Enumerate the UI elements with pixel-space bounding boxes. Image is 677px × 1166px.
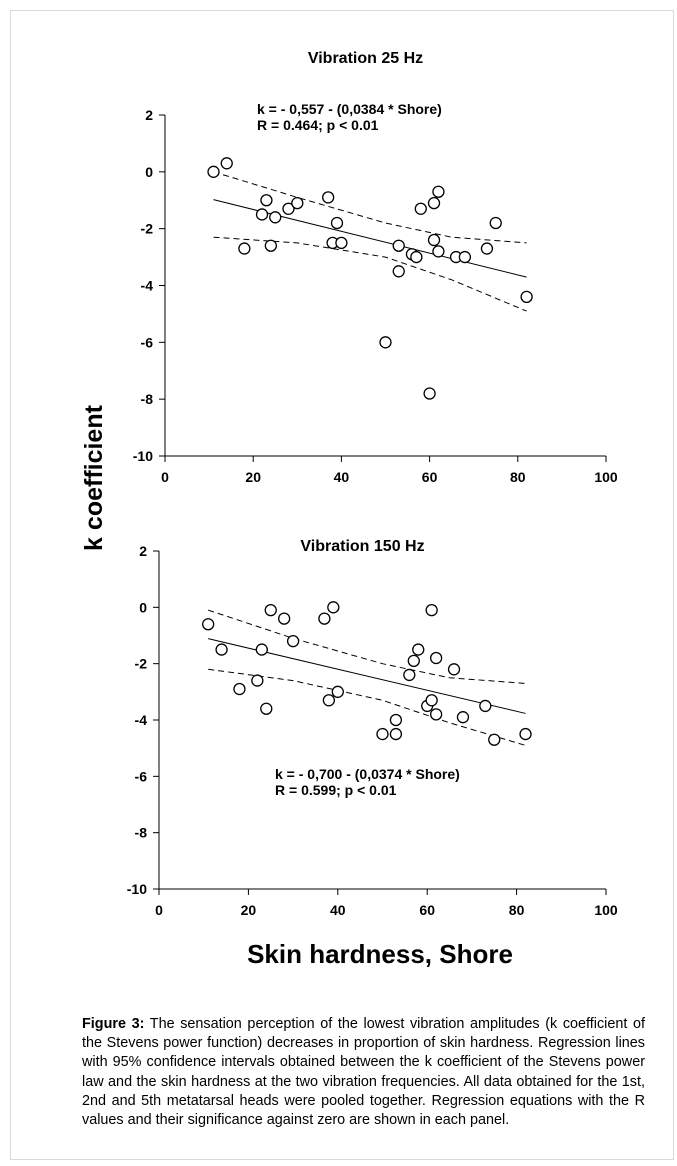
data-point [318, 612, 331, 625]
data-point [322, 694, 336, 707]
y-tick-label: -2 [141, 221, 154, 237]
figure-chart: k coefficient Skin hardness, Shore Vibra… [80, 50, 618, 969]
x-tick-label: 80 [510, 469, 526, 485]
data-point [427, 196, 441, 210]
data-point [432, 245, 445, 258]
data-point [412, 643, 425, 656]
y-tick-label: -8 [141, 391, 154, 407]
data-point [379, 336, 392, 349]
data-point [264, 604, 277, 617]
x-tick-label: 60 [419, 902, 435, 918]
shared-x-axis-label: Skin hardness, Shore [247, 939, 513, 969]
y-tick-label: 2 [145, 107, 153, 123]
y-tick-label: -10 [133, 448, 153, 464]
regression-annotation-line: k = - 0,700 - (0,0374 * Shore) [275, 766, 460, 782]
data-point [403, 668, 416, 682]
y-tick-label: 2 [139, 543, 147, 559]
data-point [488, 733, 501, 746]
data-point [519, 727, 532, 741]
data-point [286, 634, 300, 648]
data-point [327, 601, 340, 614]
y-tick-label: -2 [135, 656, 148, 672]
data-point [479, 699, 492, 713]
data-point [389, 727, 403, 741]
data-point [220, 157, 233, 170]
data-point [202, 618, 215, 631]
data-point [207, 165, 220, 178]
y-tick-label: -6 [135, 768, 148, 784]
regression-annotation-line: R = 0.464; p < 0.01 [257, 117, 379, 133]
x-tick-label: 0 [155, 902, 163, 918]
data-point [269, 211, 282, 224]
data-point [425, 604, 438, 617]
data-point [376, 727, 389, 741]
data-point [278, 612, 291, 625]
ci-upper-line [213, 171, 527, 244]
data-point [427, 233, 441, 247]
x-tick-label: 40 [334, 469, 350, 485]
data-point [414, 202, 427, 215]
x-tick-label: 0 [161, 469, 169, 485]
data-point [407, 654, 420, 667]
x-tick-label: 80 [509, 902, 525, 918]
regression-annotation-line: k = - 0,557 - (0,0384 * Shore) [257, 101, 442, 117]
panel-title: Vibration 150 Hz [300, 538, 424, 555]
x-tick-label: 100 [594, 902, 618, 918]
x-tick-label: 100 [594, 469, 618, 485]
y-tick-label: -10 [127, 881, 147, 897]
data-point [335, 236, 348, 250]
y-tick-label: 0 [145, 164, 153, 180]
caption-text: The sensation perception of the lowest v… [82, 1016, 645, 1129]
data-point [291, 196, 304, 210]
figure-frame [10, 10, 674, 1160]
data-point [480, 242, 494, 255]
data-point [255, 208, 269, 221]
data-point [215, 643, 228, 656]
data-point [322, 191, 335, 204]
ci-lower-line [208, 668, 526, 746]
shared-y-axis-label: k coefficient [80, 404, 108, 551]
data-point [392, 265, 405, 278]
data-point [233, 682, 246, 696]
data-point [255, 643, 268, 656]
x-tick-label: 20 [245, 469, 261, 485]
data-point [429, 708, 443, 721]
data-point [392, 239, 405, 252]
data-point [425, 694, 438, 707]
data-point [410, 250, 423, 264]
data-point [458, 250, 472, 264]
data-point [456, 711, 470, 724]
data-point [251, 674, 264, 687]
data-point [447, 663, 461, 676]
data-point [429, 651, 443, 665]
data-point [520, 290, 533, 304]
data-point [260, 194, 273, 207]
data-point [260, 702, 273, 715]
data-point [238, 242, 251, 255]
y-tick-label: 0 [139, 599, 147, 615]
panel-title: Vibration 25 Hz [308, 50, 423, 67]
y-tick-label: -8 [135, 825, 148, 841]
y-tick-label: -4 [135, 712, 148, 728]
data-point [389, 713, 403, 727]
ci-upper-line [208, 609, 526, 684]
x-tick-label: 20 [241, 902, 257, 918]
data-point [282, 202, 295, 215]
data-point [330, 216, 344, 230]
x-tick-label: 40 [330, 902, 346, 918]
data-point [423, 387, 436, 400]
figure-caption: Figure 3: The sensation perception of th… [82, 1015, 645, 1130]
y-tick-label: -6 [141, 334, 154, 350]
data-point [432, 185, 445, 198]
y-tick-label: -4 [141, 278, 154, 294]
caption-label: Figure 3: [82, 1016, 145, 1032]
ci-lower-line [213, 236, 527, 312]
x-tick-label: 60 [422, 469, 438, 485]
data-point [264, 239, 277, 252]
data-point [489, 216, 502, 230]
data-point [331, 685, 344, 698]
regression-annotation-line: R = 0.599; p < 0.01 [275, 782, 397, 798]
